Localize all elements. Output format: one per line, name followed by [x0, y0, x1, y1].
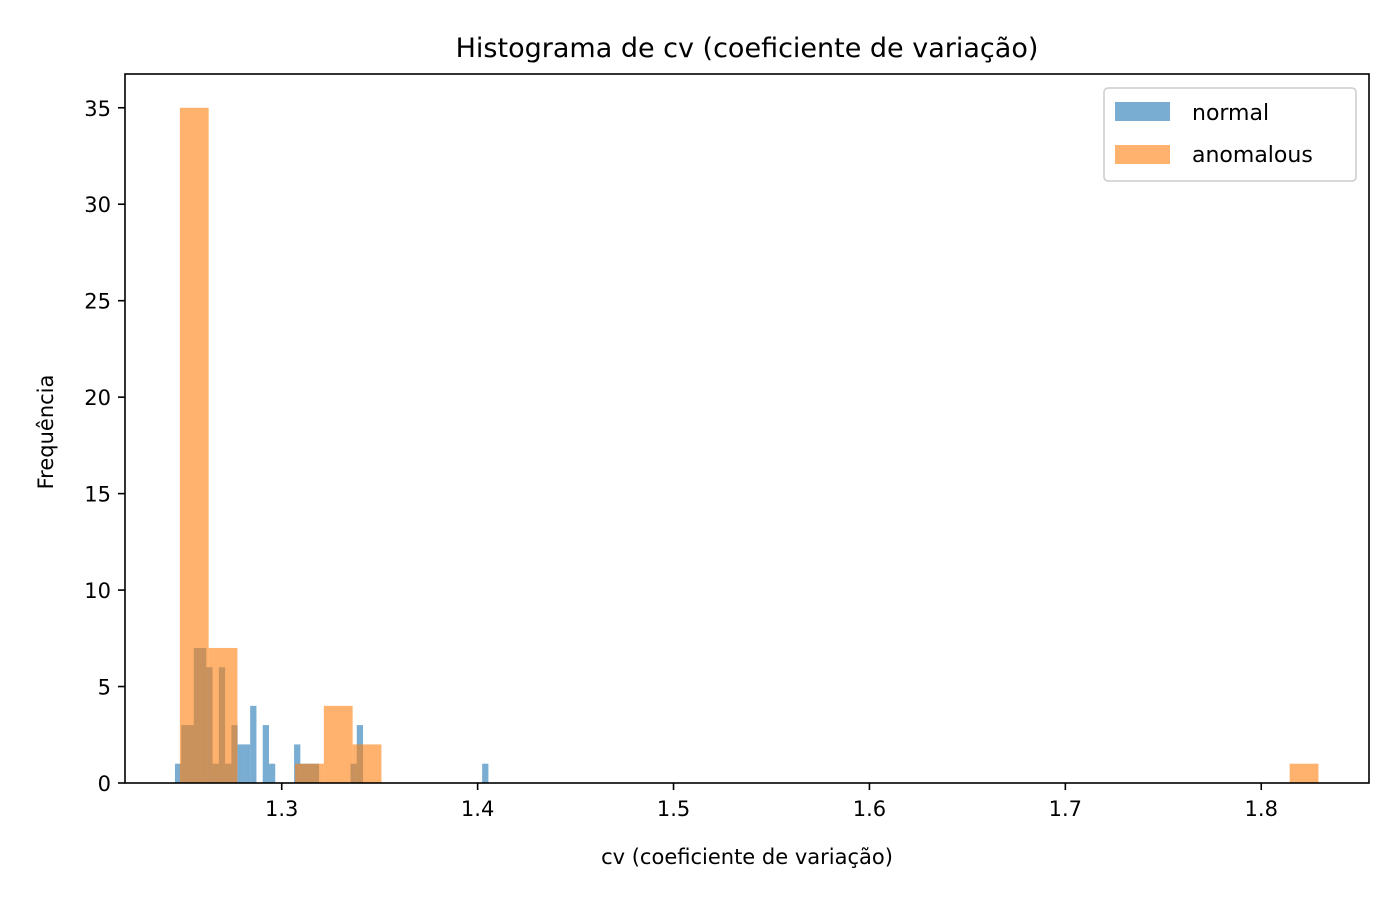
- bar-normal-13: [262, 725, 269, 783]
- bar-normal-11: [243, 744, 251, 783]
- x-tick-label: 1.8: [1245, 797, 1278, 821]
- bar-normal-14: [268, 763, 276, 783]
- bar-anomalous-2: [295, 763, 324, 783]
- bar-anomalous-5: [1289, 763, 1319, 783]
- bar-normal-15: [294, 744, 301, 783]
- y-axis: 0 5 10 15 20 25 30 35: [84, 97, 125, 796]
- plot-frame: [124, 73, 1370, 784]
- bar-anomalous-4: [352, 744, 382, 783]
- y-tick-label: 30: [84, 193, 111, 217]
- x-tick-label: 1.5: [657, 797, 690, 821]
- x-tick-label: 1.3: [265, 797, 298, 821]
- y-tick-label: 25: [84, 290, 111, 314]
- bar-normal-10: [237, 744, 244, 783]
- y-tick-label: 0: [98, 772, 111, 796]
- x-tick-label: 1.4: [461, 797, 494, 821]
- plot-area: [124, 73, 1370, 784]
- bar-anomalous-3: [323, 705, 353, 783]
- legend-swatch-anomalous: [1115, 145, 1170, 164]
- legend-swatch-normal: [1115, 102, 1170, 121]
- bar-normal-21: [482, 763, 489, 783]
- bar-anomalous-0: [179, 107, 209, 783]
- legend: normal anomalous: [1103, 87, 1357, 182]
- x-axis-label: cv (coeficiente de variação): [601, 845, 893, 869]
- bar-normal-0: [174, 763, 182, 783]
- y-tick-label: 20: [84, 386, 111, 410]
- y-tick-label: 15: [84, 483, 111, 507]
- y-axis-label: Frequência: [34, 375, 58, 490]
- y-tick-label: 35: [84, 97, 111, 121]
- chart-title: Histograma de cv (coeficiente de variaçã…: [456, 33, 1039, 64]
- bar-anomalous-1: [208, 647, 238, 783]
- legend-label-anomalous: anomalous: [1192, 143, 1313, 168]
- series-anomalous: [179, 107, 1319, 783]
- x-tick-label: 1.7: [1049, 797, 1082, 821]
- x-tick-label: 1.6: [853, 797, 886, 821]
- y-tick-label: 10: [84, 579, 111, 603]
- x-axis: 1.3 1.4 1.5 1.6 1.7 1.8: [265, 783, 1278, 821]
- legend-label-normal: normal: [1192, 101, 1269, 126]
- y-tick-label: 5: [98, 676, 111, 700]
- bar-normal-12: [250, 705, 257, 783]
